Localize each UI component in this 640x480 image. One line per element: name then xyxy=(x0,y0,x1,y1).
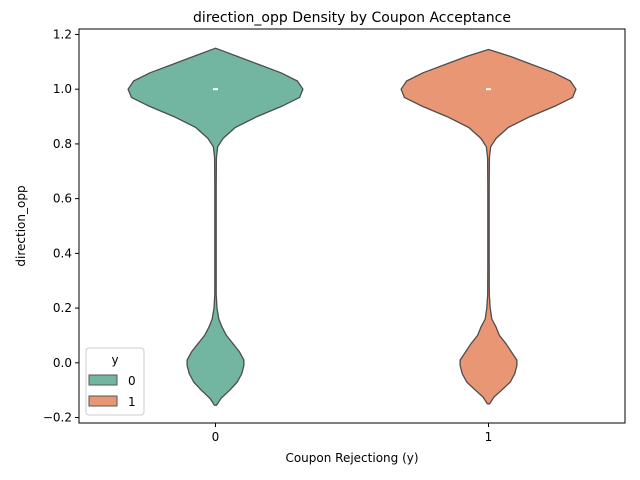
legend-swatch-1 xyxy=(88,395,118,407)
violin-0 xyxy=(127,47,304,406)
chart-title: direction_opp Density by Coupon Acceptan… xyxy=(193,10,511,26)
y-tick-label: 0.0 xyxy=(53,356,72,370)
y-tick-label: 1.2 xyxy=(53,27,72,41)
legend-label-0: 0 xyxy=(128,374,136,388)
legend-label-1: 1 xyxy=(128,395,136,409)
y-tick-label: 1.0 xyxy=(53,82,72,96)
legend-title: y xyxy=(111,353,118,367)
x-tick-label: 0 xyxy=(212,430,220,444)
y-axis-ticks: −0.2 0.0 0.2 0.4 0.6 0.8 1.0 1.2 xyxy=(43,27,79,425)
y-tick-label: 0.8 xyxy=(53,137,72,151)
y-axis-label: direction_opp xyxy=(14,185,28,266)
violins-layer xyxy=(127,47,577,406)
y-tick-label: 0.6 xyxy=(53,192,72,206)
y-tick-label: −0.2 xyxy=(43,411,72,425)
legend-swatch-0 xyxy=(88,374,118,386)
x-axis-label: Coupon Rejectiong (y) xyxy=(285,451,418,465)
violin-1 xyxy=(400,48,577,405)
x-tick-label: 1 xyxy=(485,430,493,444)
legend: y 0 1 xyxy=(85,347,145,416)
y-tick-label: 0.4 xyxy=(53,246,72,260)
plot-area-frame xyxy=(78,28,626,424)
y-tick-label: 0.2 xyxy=(53,301,72,315)
